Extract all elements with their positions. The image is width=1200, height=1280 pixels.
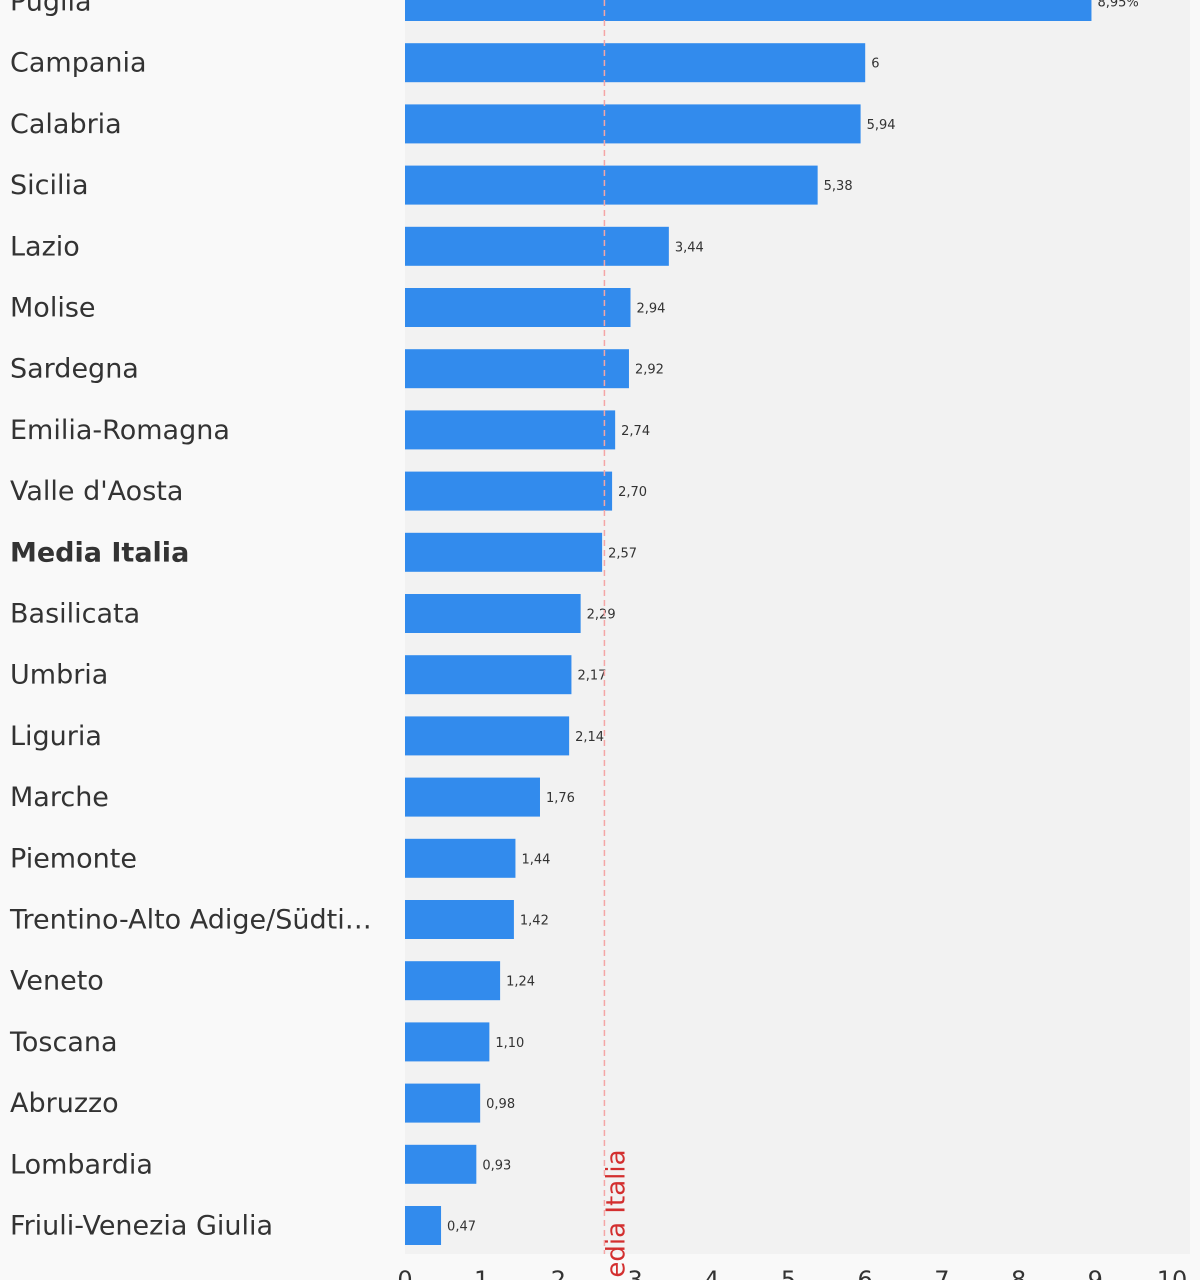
- x-tick-label: 7: [934, 1266, 949, 1280]
- bar: [405, 716, 570, 756]
- bar-value-label: 2,92: [635, 363, 664, 378]
- reference-line-layer: Media Italia: [601, 0, 631, 1280]
- bar-value-label: 2,74: [621, 424, 650, 439]
- category-labels-layer: Puglia Campania Calabria Sicilia Lazio Molise…: [9, 0, 372, 1242]
- reference-line-label: Media Italia: [601, 1149, 631, 1280]
- bar-value-label: 5,94: [867, 118, 896, 133]
- category-label: Puglia: [10, 0, 92, 18]
- x-tick-label: 9: [1088, 1266, 1103, 1280]
- bar: [405, 900, 514, 939]
- bar: [405, 1083, 481, 1123]
- bar-value-label: 2,29: [587, 608, 616, 623]
- x-tick-label: 6: [858, 1266, 873, 1280]
- category-label: Valle d'Aosta: [10, 476, 183, 507]
- category-label: Friuli-Venezia Giulia: [10, 1211, 273, 1242]
- bar-value-label: 1,24: [506, 975, 535, 990]
- bar-value-label: 0,47: [447, 1220, 476, 1235]
- category-label: Campania: [10, 48, 147, 79]
- x-tick-label: 8: [1011, 1266, 1026, 1280]
- x-tick-label: 1: [474, 1266, 489, 1280]
- category-label: Lombardia: [10, 1149, 153, 1180]
- bar: [405, 1206, 442, 1245]
- category-label: Piemonte: [10, 843, 137, 874]
- bar-value-label: 1,76: [546, 791, 575, 806]
- category-label: Liguria: [10, 721, 102, 752]
- category-label: Emilia-Romagna: [10, 415, 230, 446]
- bar-value-label: 8,95%: [1097, 0, 1138, 11]
- category-label: Basilicata: [10, 599, 140, 630]
- x-axis-ticks-layer: 0 1 2 3 4 5 6 7 8 9 10: [397, 1266, 1187, 1280]
- bars-layer: 8,95% 6 5,94 5,38 3,44 2,94 2,92 2,74 2,70 2,57 2,…: [405, 0, 1139, 1245]
- bar: [405, 532, 603, 572]
- category-label: Toscana: [9, 1027, 118, 1058]
- bar: [405, 961, 501, 1001]
- bar: [405, 410, 616, 450]
- bar: [405, 594, 581, 633]
- bar-value-label: 0,93: [482, 1158, 511, 1173]
- bar-value-label: 6: [871, 57, 879, 72]
- category-label: Umbria: [10, 660, 108, 691]
- bar-value-label: 1,44: [521, 852, 550, 867]
- category-label: Trentino-Alto Adige/Südti…: [9, 905, 372, 936]
- bar-value-label: 1,42: [520, 914, 549, 929]
- bar: [405, 777, 540, 817]
- bar: [405, 104, 861, 144]
- bar: [405, 655, 572, 695]
- bar: [405, 1022, 490, 1062]
- category-label: Lazio: [10, 231, 80, 262]
- bar-value-label: 2,17: [577, 669, 606, 684]
- x-tick-label: 10: [1157, 1266, 1188, 1280]
- category-label: Marche: [10, 782, 109, 813]
- category-label: Molise: [10, 293, 96, 324]
- bar-value-label: 2,94: [636, 302, 665, 317]
- category-label: Sardegna: [10, 354, 139, 385]
- category-label: Veneto: [10, 966, 104, 997]
- bar-value-label: 2,57: [608, 546, 637, 561]
- bar: [405, 838, 516, 878]
- bar: [405, 288, 631, 327]
- x-tick-label: 4: [704, 1266, 719, 1280]
- bar-value-label: 0,98: [486, 1097, 515, 1112]
- bar: [405, 471, 613, 511]
- bar: [405, 0, 1092, 21]
- bar: [405, 226, 669, 266]
- x-tick-label: 3: [627, 1266, 642, 1280]
- x-tick-label: 5: [781, 1266, 796, 1280]
- bar: [405, 165, 818, 205]
- bar-value-label: 2,70: [618, 485, 647, 500]
- bar-value-label: 2,14: [575, 730, 604, 745]
- bar-value-label: 5,38: [824, 179, 853, 194]
- bar: [405, 43, 866, 83]
- bar-value-label: 1,10: [495, 1036, 524, 1051]
- bar: [405, 349, 629, 389]
- x-tick-label: 2: [551, 1266, 566, 1280]
- bar: [405, 1144, 477, 1184]
- category-label: Calabria: [10, 109, 122, 140]
- category-label: Sicilia: [10, 170, 89, 201]
- category-label: Abruzzo: [10, 1088, 119, 1119]
- bar-value-label: 3,44: [675, 240, 704, 255]
- category-label: Media Italia: [10, 537, 189, 568]
- x-tick-label: 0: [397, 1266, 412, 1280]
